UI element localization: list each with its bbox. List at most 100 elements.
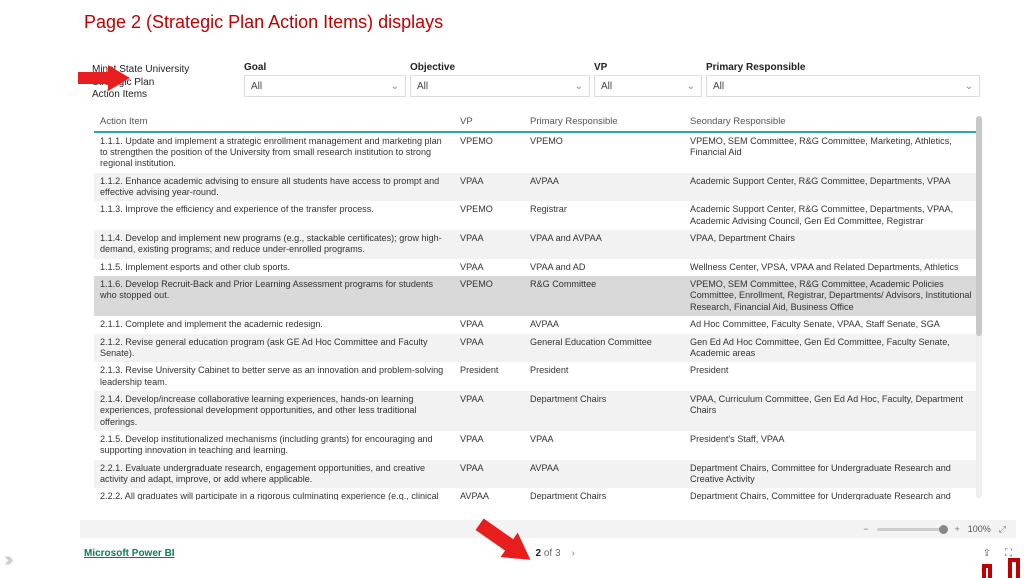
cell-secondary-responsible: VPAA, Curriculum Committee, Gen Ed Ad Ho… bbox=[684, 391, 980, 431]
cell-vp: VPEMO bbox=[454, 276, 524, 316]
select-goal[interactable]: All ⌄ bbox=[244, 75, 406, 97]
powerbi-link[interactable]: Microsoft Power BI bbox=[84, 548, 175, 559]
filter-primary-responsible: Primary Responsible All ⌄ bbox=[706, 62, 980, 97]
page-title: Page 2 (Strategic Plan Action Items) dis… bbox=[0, 0, 1024, 41]
cell-action-item: 2.2.1. Evaluate undergraduate research, … bbox=[94, 460, 454, 489]
cell-primary-responsible: Department Chairs bbox=[524, 391, 684, 431]
select-objective-value: All bbox=[417, 81, 428, 92]
table-row[interactable]: 1.1.1. Update and implement a strategic … bbox=[94, 132, 980, 173]
scrollbar-thumb[interactable] bbox=[976, 116, 982, 336]
filter-row: Minot State University Strategic Plan Ac… bbox=[80, 54, 994, 108]
select-primary-value: All bbox=[713, 81, 724, 92]
select-primary[interactable]: All ⌄ bbox=[706, 75, 980, 97]
fit-page-button[interactable]: ⤢ bbox=[997, 524, 1008, 535]
cell-action-item: 1.1.6. Develop Recruit-Back and Prior Le… bbox=[94, 276, 454, 316]
col-action-item[interactable]: Action Item bbox=[94, 110, 454, 132]
cell-secondary-responsible: VPAA, Department Chairs bbox=[684, 230, 980, 259]
cell-vp: VPAA bbox=[454, 173, 524, 202]
col-primary-responsible[interactable]: Primary Responsible bbox=[524, 110, 684, 132]
cell-primary-responsible: VPAA and AD bbox=[524, 259, 684, 276]
action-items-table-wrap: Action Item VP Primary Responsible Seond… bbox=[94, 110, 980, 500]
filter-vp: VP All ⌄ bbox=[594, 62, 702, 97]
cell-action-item: 2.1.2. Revise general education program … bbox=[94, 334, 454, 363]
cell-secondary-responsible: Department Chairs, Committee for Undergr… bbox=[684, 460, 980, 489]
filter-label-objective: Objective bbox=[410, 62, 590, 73]
table-row[interactable]: 2.2.2. All graduates will participate in… bbox=[94, 488, 980, 499]
table-row[interactable]: 1.1.2. Enhance academic advising to ensu… bbox=[94, 173, 980, 202]
table-row[interactable]: 1.1.6. Develop Recruit-Back and Prior Le… bbox=[94, 276, 980, 316]
action-items-table: Action Item VP Primary Responsible Seond… bbox=[94, 110, 980, 500]
cell-vp: VPEMO bbox=[454, 201, 524, 230]
cell-vp: VPEMO bbox=[454, 132, 524, 173]
cell-vp: VPAA bbox=[454, 431, 524, 460]
cell-primary-responsible: President bbox=[524, 362, 684, 391]
annotation-arrow-header bbox=[78, 66, 130, 90]
report-embed-frame: Minot State University Strategic Plan Ac… bbox=[80, 54, 994, 504]
cell-primary-responsible: VPAA and AVPAA bbox=[524, 230, 684, 259]
cell-secondary-responsible: President bbox=[684, 362, 980, 391]
chevron-down-icon: ⌄ bbox=[391, 81, 399, 92]
table-row[interactable]: 2.2.1. Evaluate undergraduate research, … bbox=[94, 460, 980, 489]
embed-footer: Microsoft Power BI ‹ 2 of 3 › ⇪ ⛶ bbox=[80, 542, 1016, 564]
col-vp[interactable]: VP bbox=[454, 110, 524, 132]
filter-label-vp: VP bbox=[594, 62, 702, 73]
cell-vp: VPAA bbox=[454, 259, 524, 276]
table-row[interactable]: 1.1.3. Improve the efficiency and experi… bbox=[94, 201, 980, 230]
cell-secondary-responsible: VPEMO, SEM Committee, R&G Committee, Aca… bbox=[684, 276, 980, 316]
cell-action-item: 1.1.3. Improve the efficiency and experi… bbox=[94, 201, 454, 230]
table-row[interactable]: 1.1.4. Develop and implement new program… bbox=[94, 230, 980, 259]
cell-primary-responsible: VPEMO bbox=[524, 132, 684, 173]
table-row[interactable]: 2.1.1. Complete and implement the academ… bbox=[94, 316, 980, 333]
select-vp-value: All bbox=[601, 81, 612, 92]
cell-secondary-responsible: Wellness Center, VPSA, VPAA and Related … bbox=[684, 259, 980, 276]
cell-action-item: 2.1.3. Revise University Cabinet to bett… bbox=[94, 362, 454, 391]
zoom-out-button[interactable]: − bbox=[861, 524, 870, 534]
filter-label-primary: Primary Responsible bbox=[706, 62, 980, 73]
next-page-button[interactable]: › bbox=[569, 548, 578, 559]
cell-secondary-responsible: Academic Support Center, R&G Committee, … bbox=[684, 173, 980, 202]
chevron-down-icon: ⌄ bbox=[575, 81, 583, 92]
cell-action-item: 2.1.5. Develop institutionalized mechani… bbox=[94, 431, 454, 460]
zoom-in-button[interactable]: + bbox=[953, 524, 962, 534]
filter-label-goal: Goal bbox=[244, 62, 406, 73]
cell-vp: President bbox=[454, 362, 524, 391]
cell-primary-responsible: VPAA bbox=[524, 431, 684, 460]
cell-primary-responsible: General Education Committee bbox=[524, 334, 684, 363]
zoom-slider[interactable] bbox=[877, 528, 947, 531]
decorative-chevrons: ›››››› bbox=[4, 549, 8, 572]
table-row[interactable]: 2.1.2. Revise general education program … bbox=[94, 334, 980, 363]
cell-action-item: 2.1.1. Complete and implement the academ… bbox=[94, 316, 454, 333]
page-total: 3 bbox=[555, 548, 561, 559]
cell-action-item: 1.1.2. Enhance academic advising to ensu… bbox=[94, 173, 454, 202]
zoom-slider-thumb[interactable] bbox=[939, 525, 948, 534]
cell-action-item: 1.1.5. Implement esports and other club … bbox=[94, 259, 454, 276]
cell-action-item: 2.2.2. All graduates will participate in… bbox=[94, 488, 454, 499]
cell-vp: VPAA bbox=[454, 334, 524, 363]
cell-action-item: 1.1.1. Update and implement a strategic … bbox=[94, 132, 454, 173]
select-objective[interactable]: All ⌄ bbox=[410, 75, 590, 97]
cell-secondary-responsible: Department Chairs, Committee for Undergr… bbox=[684, 488, 980, 499]
cell-secondary-responsible: President's Staff, VPAA bbox=[684, 431, 980, 460]
page-indicator: 2 of 3 bbox=[535, 548, 560, 559]
cell-secondary-responsible: Academic Support Center, R&G Committee, … bbox=[684, 201, 980, 230]
table-row[interactable]: 2.1.5. Develop institutionalized mechani… bbox=[94, 431, 980, 460]
cell-vp: VPAA bbox=[454, 316, 524, 333]
cell-action-item: 1.1.4. Develop and implement new program… bbox=[94, 230, 454, 259]
table-row[interactable]: 1.1.5. Implement esports and other club … bbox=[94, 259, 980, 276]
chevron-down-icon: ⌄ bbox=[965, 81, 973, 92]
cell-primary-responsible: R&G Committee bbox=[524, 276, 684, 316]
cell-secondary-responsible: Ad Hoc Committee, Faculty Senate, VPAA, … bbox=[684, 316, 980, 333]
cell-vp: AVPAA bbox=[454, 488, 524, 499]
cell-vp: VPAA bbox=[454, 391, 524, 431]
cell-primary-responsible: AVPAA bbox=[524, 460, 684, 489]
cell-secondary-responsible: Gen Ed Ad Hoc Committee, Gen Ed Committe… bbox=[684, 334, 980, 363]
table-scrollbar[interactable] bbox=[976, 116, 982, 498]
cell-primary-responsible: Registrar bbox=[524, 201, 684, 230]
table-row[interactable]: 2.1.4. Develop/increase collaborative le… bbox=[94, 391, 980, 431]
filter-goal: Goal All ⌄ bbox=[244, 62, 406, 97]
col-secondary-responsible[interactable]: Seondary Responsible bbox=[684, 110, 980, 132]
zoom-bar: − + 100% ⤢ bbox=[80, 520, 1016, 538]
cell-primary-responsible: AVPAA bbox=[524, 316, 684, 333]
select-vp[interactable]: All ⌄ bbox=[594, 75, 702, 97]
table-row[interactable]: 2.1.3. Revise University Cabinet to bett… bbox=[94, 362, 980, 391]
